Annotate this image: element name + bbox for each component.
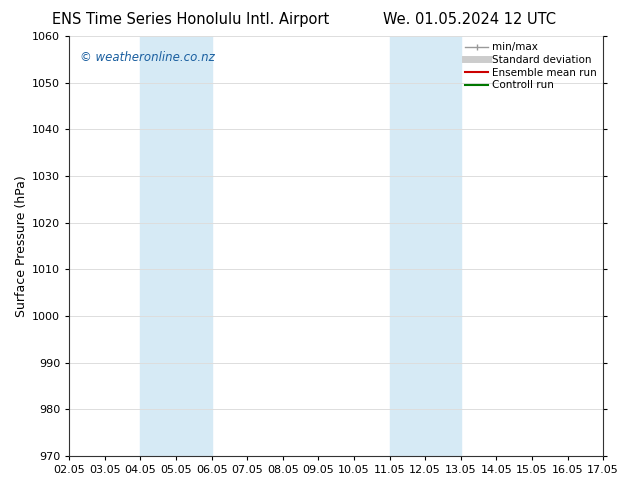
Text: ENS Time Series Honolulu Intl. Airport: ENS Time Series Honolulu Intl. Airport: [51, 12, 329, 27]
Text: © weatheronline.co.nz: © weatheronline.co.nz: [80, 51, 215, 64]
Bar: [141, 36, 212, 456]
Text: We. 01.05.2024 12 UTC: We. 01.05.2024 12 UTC: [383, 12, 555, 27]
Legend: min/max, Standard deviation, Ensemble mean run, Controll run: min/max, Standard deviation, Ensemble me…: [461, 38, 601, 95]
Y-axis label: Surface Pressure (hPa): Surface Pressure (hPa): [15, 175, 28, 317]
Bar: [390, 36, 461, 456]
